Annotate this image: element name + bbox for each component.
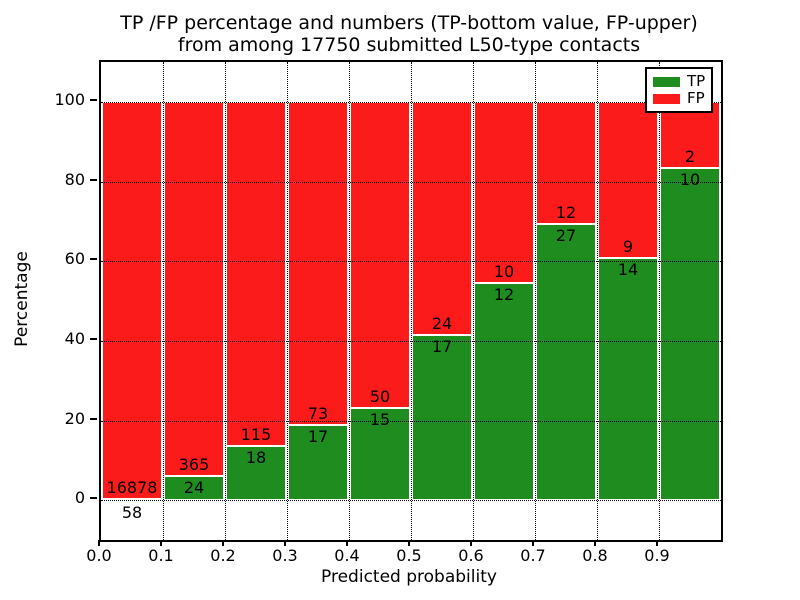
tp-count-label: 27 (555, 226, 577, 246)
fp-bar-segment (164, 101, 224, 476)
fp-color-swatch (653, 93, 680, 104)
tp-bar-segment (288, 424, 348, 501)
y-tick-label: 20 (64, 408, 85, 428)
tp-bar-segment (350, 408, 410, 501)
tp-count-label: 24 (183, 477, 205, 497)
x-gridline (287, 62, 288, 540)
tp-bar-segment (598, 257, 658, 501)
fp-bar-segment (226, 101, 286, 447)
chart-title-line-2: from among 17750 submitted L50-type cont… (177, 34, 641, 56)
tp-color-swatch (653, 76, 680, 87)
tp-bar-segment (536, 224, 596, 501)
tp-count-label: 18 (245, 448, 267, 468)
tp-bar-segment (226, 446, 286, 501)
x-tick-mark (408, 540, 410, 546)
x-tick-label: 0.3 (272, 546, 298, 565)
chart-title-line-1: TP /FP percentage and numbers (TP-bottom… (120, 12, 698, 34)
tp-bar-segment (660, 168, 720, 501)
y-tick-label: 60 (64, 249, 85, 269)
tp-bar-segment (474, 282, 534, 501)
tp-count-label: 14 (617, 259, 639, 279)
x-gridline (659, 62, 660, 540)
fp-count-label: 12 (555, 203, 577, 223)
x-tick-mark (532, 540, 534, 546)
legend-label-tp: TP (687, 72, 706, 90)
legend-box: TP FP (645, 67, 713, 113)
x-tick-label: 0.7 (520, 546, 546, 565)
fp-bar-segment (474, 101, 534, 283)
x-gridline (163, 62, 164, 540)
y-tick-label: 0 (74, 488, 85, 508)
x-tick-mark (470, 540, 472, 546)
y-tick-mark (90, 497, 97, 500)
x-tick-label: 0.8 (582, 546, 608, 565)
x-tick-label: 0.4 (334, 546, 360, 565)
x-gridline (535, 62, 536, 540)
fp-count-label: 115 (240, 425, 272, 445)
fp-bar-segment (288, 101, 348, 425)
x-gridline (597, 62, 598, 540)
chart-title: TP /FP percentage and numbers (TP-bottom… (99, 12, 719, 56)
fp-count-label: 10 (493, 261, 515, 281)
tp-count-label: 17 (431, 337, 453, 356)
fp-count-label: 2 (684, 147, 696, 167)
tp-count-label: 58 (121, 503, 143, 523)
x-tick-label: 0.1 (148, 546, 174, 565)
legend-row-fp: FP (653, 91, 705, 106)
y-tick-mark (90, 98, 97, 101)
tp-bar-segment (164, 475, 224, 501)
x-tick-label: 0.0 (86, 546, 112, 565)
fp-count-label: 16878 (106, 477, 158, 497)
fp-count-label: 365 (178, 454, 210, 474)
fp-count-label: 24 (431, 314, 453, 334)
tp-count-label: 12 (493, 284, 515, 304)
x-tick-mark (222, 540, 224, 546)
y-tick-mark (90, 258, 97, 261)
tp-bar-segment (412, 335, 472, 501)
tp-count-label: 10 (679, 170, 701, 190)
x-gridline (349, 62, 350, 540)
x-tick-mark (160, 540, 162, 546)
x-tick-mark (284, 540, 286, 546)
fp-bar-segment (350, 101, 410, 409)
x-tick-label: 0.9 (644, 546, 670, 565)
tp-count-label: 15 (369, 410, 391, 430)
y-tick-label: 80 (64, 169, 85, 189)
fp-bar-segment (598, 101, 658, 258)
x-axis-label: Predicted probability (321, 567, 497, 587)
y-tick-mark (90, 178, 97, 181)
y-tick-label: 100 (54, 89, 85, 109)
y-tick-label: 40 (64, 328, 85, 348)
legend-row-tp: TP (653, 74, 705, 89)
fp-count-label: 9 (622, 236, 634, 256)
fp-bar-segment (102, 101, 162, 499)
x-gridline (225, 62, 226, 540)
plot-area: 16878 58 365 24 115 18 73 17 50 15 24 17 10 12 12 27 9 14… (99, 60, 723, 542)
tp-count-label: 17 (307, 426, 329, 446)
x-tick-mark (594, 540, 596, 546)
fp-count-label: 50 (369, 387, 391, 407)
legend-label-fp: FP (687, 89, 705, 107)
x-tick-mark (98, 540, 100, 546)
fp-bar-segment (536, 101, 596, 225)
x-gridline (473, 62, 474, 540)
y-tick-mark (90, 417, 97, 420)
fp-bar-segment (412, 101, 472, 335)
x-tick-mark (346, 540, 348, 546)
x-tick-label: 0.5 (396, 546, 422, 565)
x-tick-label: 0.2 (210, 546, 236, 565)
y-axis-label: Percentage (12, 251, 32, 347)
x-tick-label: 0.6 (458, 546, 484, 565)
y-tick-mark (90, 337, 97, 340)
x-gridline (411, 62, 412, 540)
x-tick-mark (656, 540, 658, 546)
fp-count-label: 73 (307, 403, 329, 423)
